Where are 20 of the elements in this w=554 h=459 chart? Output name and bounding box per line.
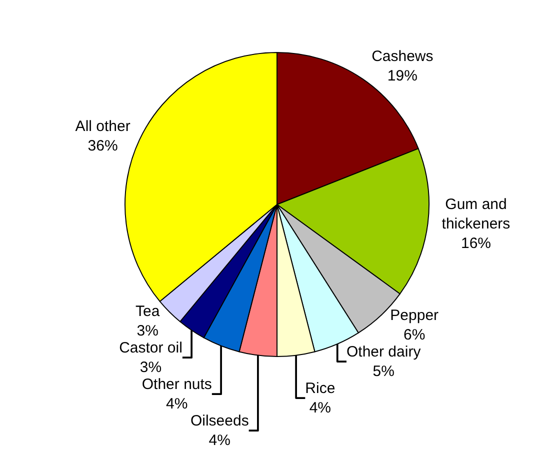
data-label: 4%: [208, 432, 230, 449]
slice-label: Oilseeds: [190, 412, 249, 430]
slice-label: Tea: [136, 302, 160, 320]
slice-label: Cashews: [372, 48, 434, 66]
data-label: 16%: [460, 234, 492, 252]
data-label: 36%: [88, 138, 118, 155]
slice-label: Gum and thickeners: [442, 196, 510, 232]
slice-label: Pepper: [390, 306, 439, 324]
data-label: 5%: [372, 362, 394, 380]
slice-label: All other: [75, 118, 130, 136]
slice-label: Other dairy: [346, 343, 422, 360]
slice-label: Other nuts: [142, 376, 212, 393]
slice-label: Castor oil: [119, 339, 182, 356]
data-label: 19%: [387, 68, 418, 85]
data-label: 3%: [136, 322, 158, 340]
data-label: 4%: [309, 399, 332, 416]
data-label: 6%: [404, 326, 426, 344]
data-label: 3%: [140, 358, 162, 376]
data-label: 4%: [166, 395, 188, 412]
slice-label: Rice: [305, 380, 336, 397]
